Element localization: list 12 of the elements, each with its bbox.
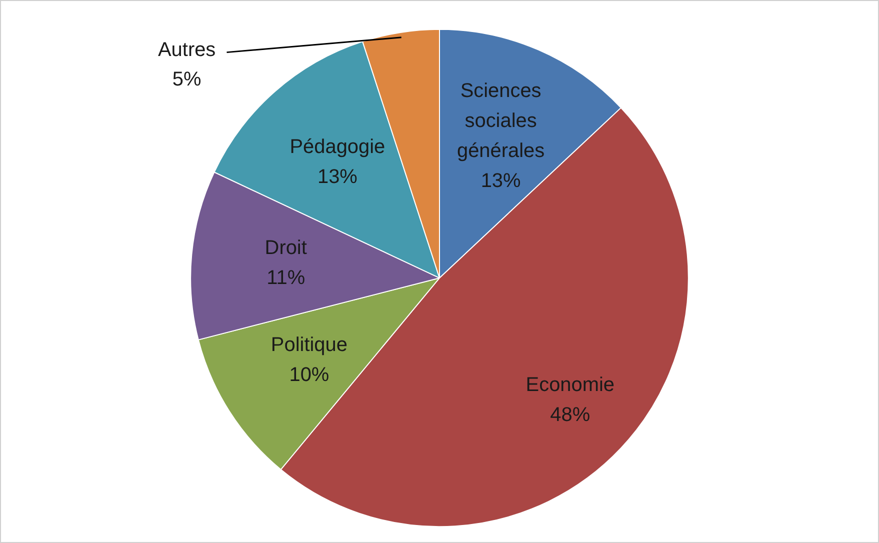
- data-label: 11%: [266, 266, 306, 289]
- slice-label: Economie: [526, 374, 615, 396]
- slice-label: Pédagogie: [290, 136, 386, 158]
- slice-label: Sciences sociales générales: [456, 80, 545, 162]
- slice-label: Autres: [158, 38, 216, 61]
- data-label: 48%: [550, 404, 590, 426]
- data-label: 10%: [289, 364, 330, 386]
- data-label: 13%: [317, 166, 358, 188]
- data-label: 5%: [172, 68, 202, 91]
- slice-label: Droit: [264, 237, 308, 260]
- slice-label: Politique: [270, 334, 348, 356]
- data-label: 13%: [480, 170, 522, 192]
